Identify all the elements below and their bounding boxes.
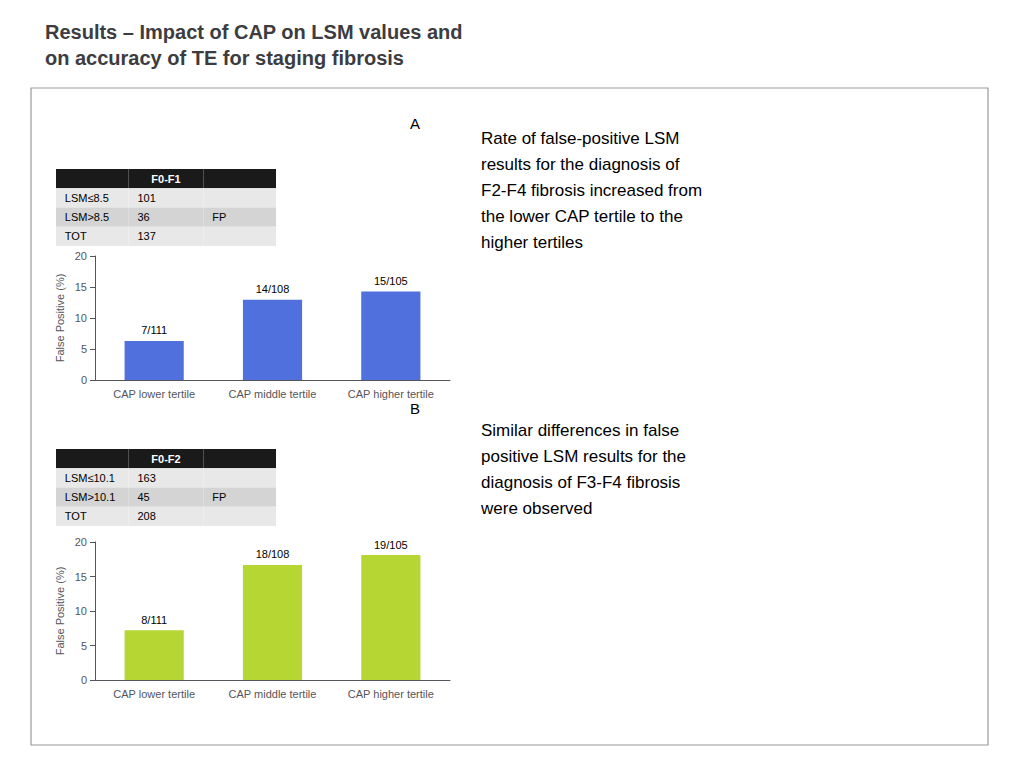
svg-text:CAP middle tertile: CAP middle tertile [229, 688, 317, 700]
svg-text:36: 36 [137, 211, 149, 223]
svg-text:CAP middle tertile: CAP middle tertile [229, 388, 317, 400]
svg-text:20: 20 [75, 536, 87, 548]
svg-text:Results – Impact of CAP on LSM: Results – Impact of CAP on LSM values an… [45, 21, 463, 43]
svg-text:101: 101 [137, 192, 155, 204]
svg-text:8/111: 8/111 [141, 614, 167, 626]
svg-text:0: 0 [81, 374, 87, 386]
svg-text:19/105: 19/105 [374, 539, 408, 551]
svg-text:the lower CAP tertile to the: the lower CAP tertile to the [481, 207, 683, 226]
svg-text:on accuracy of TE for staging: on accuracy of TE for staging fibrosis [45, 47, 404, 69]
svg-text:10: 10 [75, 312, 87, 324]
svg-text:B: B [410, 400, 420, 417]
svg-text:A: A [410, 115, 420, 132]
svg-text:False Positive (%): False Positive (%) [54, 274, 66, 363]
svg-text:45: 45 [137, 491, 149, 503]
svg-text:LSM>10.1: LSM>10.1 [65, 491, 115, 503]
svg-text:15: 15 [75, 571, 87, 583]
svg-text:18/108: 18/108 [256, 548, 290, 560]
svg-text:higher tertiles: higher tertiles [481, 233, 583, 252]
svg-text:208: 208 [137, 510, 155, 522]
svg-text:15: 15 [75, 281, 87, 293]
svg-text:5: 5 [81, 343, 87, 355]
svg-text:positive LSM results for the: positive LSM results for the [481, 447, 686, 466]
svg-text:CAP higher tertile: CAP higher tertile [348, 688, 434, 700]
svg-text:False Positive (%): False Positive (%) [54, 567, 66, 656]
svg-text:CAP lower tertile: CAP lower tertile [113, 688, 195, 700]
svg-text:10: 10 [75, 605, 87, 617]
svg-text:137: 137 [137, 230, 155, 242]
svg-text:Similar differences in false: Similar differences in false [481, 421, 679, 440]
svg-text:5: 5 [81, 640, 87, 652]
svg-text:LSM>8.5: LSM>8.5 [65, 211, 109, 223]
svg-text:FP: FP [212, 491, 226, 503]
svg-text:LSM≤10.1: LSM≤10.1 [65, 472, 115, 484]
svg-text:Rate of false-positive LSM: Rate of false-positive LSM [481, 129, 679, 148]
svg-text:CAP higher tertile: CAP higher tertile [348, 388, 434, 400]
svg-text:0: 0 [81, 674, 87, 686]
svg-text:TOT: TOT [65, 230, 87, 242]
svg-text:15/105: 15/105 [374, 275, 408, 287]
svg-text:results for the diagnosis of: results for the diagnosis of [481, 155, 680, 174]
svg-text:163: 163 [137, 472, 155, 484]
svg-text:TOT: TOT [65, 510, 87, 522]
svg-text:were observed: were observed [480, 499, 593, 518]
svg-text:CAP lower tertile: CAP lower tertile [113, 388, 195, 400]
svg-text:diagnosis of F3-F4 fibrosis: diagnosis of F3-F4 fibrosis [481, 473, 680, 492]
svg-text:20: 20 [75, 250, 87, 262]
svg-text:FP: FP [212, 211, 226, 223]
svg-text:7/111: 7/111 [141, 324, 167, 336]
svg-text:LSM≤8.5: LSM≤8.5 [65, 192, 109, 204]
svg-text:14/108: 14/108 [256, 283, 290, 295]
svg-text:F0-F2: F0-F2 [151, 453, 180, 465]
svg-text:F2-F4 fibrosis increased from: F2-F4 fibrosis increased from [481, 181, 702, 200]
svg-text:F0-F1: F0-F1 [151, 173, 180, 185]
